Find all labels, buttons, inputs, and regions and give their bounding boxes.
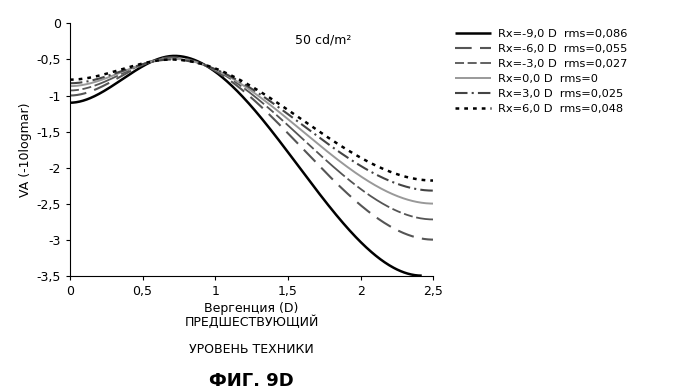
Text: ПРЕДШЕСТВУЮЩИЙ: ПРЕДШЕСТВУЮЩИЙ (185, 316, 319, 329)
Text: 50 cd/m²: 50 cd/m² (295, 34, 352, 47)
Text: ФИГ. 9D: ФИГ. 9D (209, 372, 294, 390)
Legend: Rx=-9,0 D  rms=0,086, Rx=-6,0 D  rms=0,055, Rx=-3,0 D  rms=0,027, Rx=0,0 D  rms=: Rx=-9,0 D rms=0,086, Rx=-6,0 D rms=0,055… (450, 24, 632, 119)
X-axis label: Вергенция (D): Вергенция (D) (204, 302, 299, 315)
Text: УРОВЕНЬ ТЕХНИКИ: УРОВЕНЬ ТЕХНИКИ (189, 343, 314, 357)
Y-axis label: VA (-10logmar): VA (-10logmar) (19, 102, 32, 197)
